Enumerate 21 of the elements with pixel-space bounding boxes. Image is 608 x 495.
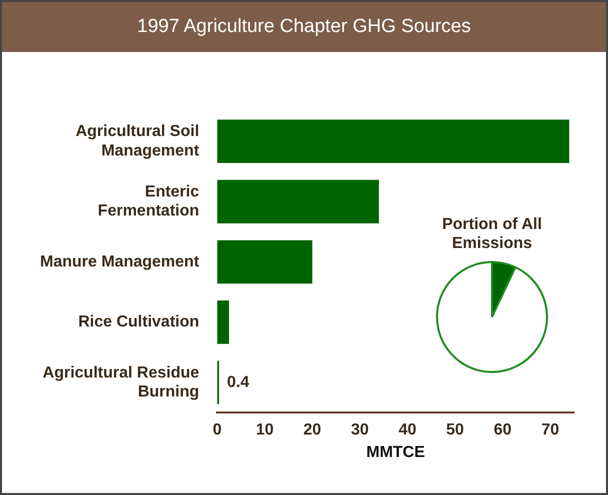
chart-title: Portion of All Emissions bbox=[441, 215, 543, 253]
x-tick-label: 30 bbox=[350, 422, 369, 439]
y-tick-label: Manure Management bbox=[40, 253, 200, 270]
y-tick-label: Enteric Fermentation bbox=[98, 183, 200, 220]
bar bbox=[217, 300, 230, 344]
y-tick-label: Agricultural Residue Burning bbox=[42, 364, 200, 400]
bar bbox=[217, 180, 379, 224]
x-tick-label: 0 bbox=[212, 422, 222, 439]
x-tick-label: 40 bbox=[398, 422, 416, 439]
x-tick-label: 10 bbox=[256, 422, 274, 439]
x-tick-label: 60 bbox=[494, 422, 512, 439]
x-tick-label: 20 bbox=[303, 422, 322, 439]
bar bbox=[217, 240, 312, 284]
y-tick-label: Agricultural Soil Management bbox=[76, 123, 200, 160]
chart-title: 1997 Agriculture Chapter GHG Sources bbox=[2, 2, 606, 52]
y-tick-label: Rice Cultivation bbox=[78, 314, 200, 331]
x-tick-label: 50 bbox=[446, 422, 464, 439]
bar bbox=[217, 120, 570, 164]
data-label: 0.4 bbox=[227, 374, 250, 391]
x-axis-title: MMTCE bbox=[366, 444, 426, 461]
x-tick-label: 70 bbox=[541, 422, 560, 439]
